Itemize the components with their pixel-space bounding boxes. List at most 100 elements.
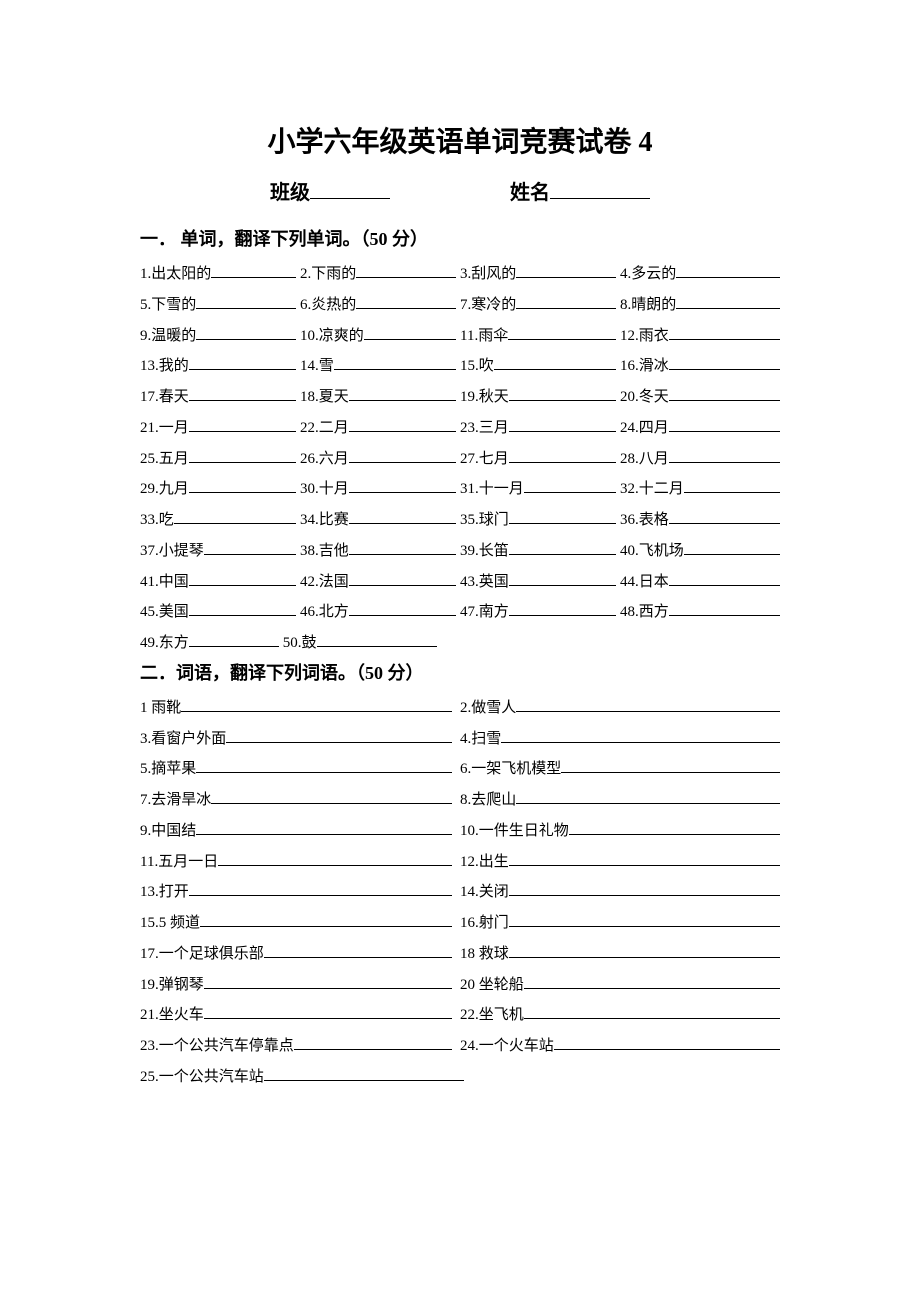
answer-blank[interactable]	[669, 431, 780, 432]
name-blank[interactable]	[550, 179, 650, 199]
answer-blank[interactable]	[349, 431, 456, 432]
answer-blank[interactable]	[669, 400, 780, 401]
answer-blank[interactable]	[509, 554, 616, 555]
answer-blank[interactable]	[189, 462, 296, 463]
answer-blank[interactable]	[676, 308, 780, 309]
answer-blank[interactable]	[226, 742, 452, 743]
answer-blank[interactable]	[264, 957, 452, 958]
answer-blank[interactable]	[189, 895, 452, 896]
answer-blank[interactable]	[509, 462, 616, 463]
answer-blank[interactable]	[501, 742, 780, 743]
answer-blank[interactable]	[684, 492, 780, 493]
answer-blank[interactable]	[349, 492, 456, 493]
s1-item: 30.十月	[300, 474, 460, 505]
answer-blank[interactable]	[189, 615, 296, 616]
answer-blank[interactable]	[349, 400, 456, 401]
answer-blank[interactable]	[509, 585, 616, 586]
answer-blank[interactable]	[516, 277, 616, 278]
s1-item: 6.炎热的	[300, 290, 460, 321]
answer-blank[interactable]	[669, 339, 780, 340]
s2-label: 9.中国结	[140, 816, 196, 847]
answer-blank[interactable]	[211, 277, 296, 278]
answer-blank[interactable]	[334, 369, 456, 370]
s2-item: 14.关闭	[460, 877, 780, 908]
answer-blank[interactable]	[669, 369, 780, 370]
s1-label: 36.表格	[620, 505, 669, 536]
answer-blank[interactable]	[524, 1018, 780, 1019]
answer-blank[interactable]	[204, 988, 452, 989]
answer-blank[interactable]	[669, 615, 780, 616]
answer-blank[interactable]	[516, 803, 780, 804]
s1-row: 33.吃 34.比赛 35.球门 36.表格	[140, 505, 780, 536]
answer-blank[interactable]	[509, 400, 616, 401]
s1-item: 38.吉他	[300, 536, 460, 567]
answer-blank[interactable]	[561, 772, 780, 773]
answer-blank[interactable]	[218, 865, 452, 866]
s2-row: 23.一个公共汽车停靠点 24.一个火车站	[140, 1031, 780, 1062]
answer-blank[interactable]	[189, 646, 279, 647]
answer-blank[interactable]	[200, 926, 452, 927]
answer-blank[interactable]	[349, 523, 456, 524]
answer-blank[interactable]	[294, 1049, 452, 1050]
s2-item: 13.打开	[140, 877, 460, 908]
s1-item: 11.雨伞	[460, 321, 620, 352]
answer-blank[interactable]	[189, 585, 296, 586]
answer-blank[interactable]	[211, 803, 452, 804]
answer-blank[interactable]	[684, 554, 780, 555]
answer-blank[interactable]	[509, 957, 780, 958]
answer-blank[interactable]	[669, 462, 780, 463]
s2-label: 20 坐轮船	[460, 970, 524, 1001]
s1-label: 50.鼓	[283, 628, 317, 659]
answer-blank[interactable]	[508, 339, 616, 340]
answer-blank[interactable]	[494, 369, 616, 370]
answer-blank[interactable]	[516, 711, 780, 712]
s1-item: 19.秋天	[460, 382, 620, 413]
name-label: 姓名	[510, 176, 550, 205]
answer-blank[interactable]	[356, 308, 456, 309]
s1-label: 38.吉他	[300, 536, 349, 567]
answer-blank[interactable]	[349, 554, 456, 555]
answer-blank[interactable]	[181, 711, 452, 712]
s2-label: 22.坐飞机	[460, 1000, 524, 1031]
s1-row: 13.我的 14.雪 15.吹 16.滑冰	[140, 351, 780, 382]
answer-blank[interactable]	[676, 277, 780, 278]
answer-blank[interactable]	[349, 585, 456, 586]
answer-blank[interactable]	[349, 462, 456, 463]
answer-blank[interactable]	[189, 400, 296, 401]
answer-blank[interactable]	[509, 431, 616, 432]
answer-blank[interactable]	[264, 1080, 464, 1081]
answer-blank[interactable]	[569, 834, 780, 835]
answer-blank[interactable]	[669, 523, 780, 524]
answer-blank[interactable]	[196, 339, 296, 340]
s2-row: 11.五月一日 12.出生	[140, 847, 780, 878]
answer-blank[interactable]	[669, 585, 780, 586]
s2-item: 2.做雪人	[460, 693, 780, 724]
answer-blank[interactable]	[189, 369, 296, 370]
s1-item: 47.南方	[460, 597, 620, 628]
answer-blank[interactable]	[196, 308, 296, 309]
answer-blank[interactable]	[509, 926, 780, 927]
answer-blank[interactable]	[189, 431, 296, 432]
answer-blank[interactable]	[356, 277, 456, 278]
answer-blank[interactable]	[174, 523, 296, 524]
s1-item: 8.晴朗的	[620, 290, 780, 321]
answer-blank[interactable]	[554, 1049, 780, 1050]
answer-blank[interactable]	[509, 523, 616, 524]
answer-blank[interactable]	[509, 615, 616, 616]
answer-blank[interactable]	[524, 988, 780, 989]
answer-blank[interactable]	[516, 308, 616, 309]
answer-blank[interactable]	[349, 615, 456, 616]
answer-blank[interactable]	[509, 895, 780, 896]
s2-item: 6.一架飞机模型	[460, 754, 780, 785]
answer-blank[interactable]	[317, 646, 437, 647]
class-blank[interactable]	[310, 179, 390, 199]
answer-blank[interactable]	[509, 865, 780, 866]
answer-blank[interactable]	[204, 1018, 452, 1019]
answer-blank[interactable]	[204, 554, 296, 555]
answer-blank[interactable]	[196, 834, 452, 835]
answer-blank[interactable]	[189, 492, 296, 493]
answer-blank[interactable]	[364, 339, 456, 340]
answer-blank[interactable]	[196, 772, 452, 773]
s2-label: 10.一件生日礼物	[460, 816, 569, 847]
answer-blank[interactable]	[524, 492, 616, 493]
